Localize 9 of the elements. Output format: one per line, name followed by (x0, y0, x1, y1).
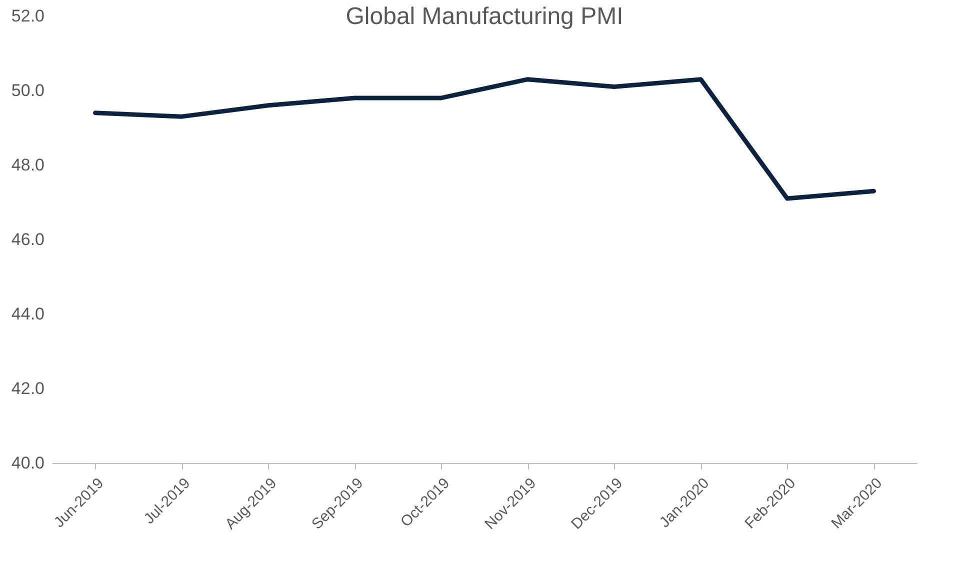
y-tick-label: 42.0 (11, 379, 44, 398)
y-tick-label: 50.0 (11, 81, 44, 100)
line-series (93, 77, 876, 201)
y-tick-label: 46.0 (11, 230, 44, 249)
y-tick-label: 48.0 (11, 156, 44, 174)
y-tick-label: 44.0 (11, 304, 44, 324)
chart-title: Global Manufacturing PMI (346, 3, 624, 30)
y-tick-label: 52.0 (11, 6, 44, 26)
y-tick-label: 40.0 (11, 454, 44, 472)
